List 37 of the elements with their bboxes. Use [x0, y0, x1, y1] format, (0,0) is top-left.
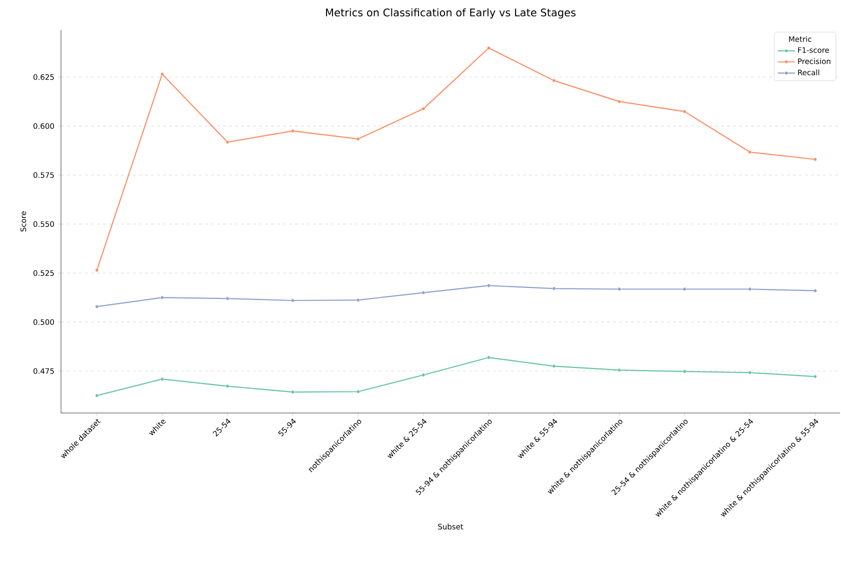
point — [552, 78, 556, 82]
point — [422, 373, 426, 377]
point — [356, 137, 360, 141]
point — [748, 287, 752, 291]
point — [552, 364, 556, 368]
point — [160, 296, 164, 300]
point — [422, 290, 426, 294]
point — [95, 304, 99, 308]
point — [486, 284, 490, 288]
point — [618, 100, 622, 104]
point — [291, 129, 295, 133]
point — [813, 158, 817, 162]
point — [422, 107, 426, 111]
point — [682, 110, 686, 114]
point — [552, 286, 556, 290]
point — [618, 368, 622, 372]
point — [682, 287, 686, 291]
point — [291, 390, 295, 394]
point — [813, 288, 817, 292]
point — [226, 296, 230, 300]
point — [486, 356, 490, 360]
chart-title: Metrics on Classification of Early vs Late Stages — [326, 8, 576, 18]
point — [291, 298, 295, 302]
point — [682, 370, 686, 374]
point — [356, 390, 360, 394]
point — [813, 374, 817, 378]
point — [486, 46, 490, 50]
point — [226, 140, 230, 144]
point — [226, 384, 230, 388]
point — [618, 287, 622, 291]
point — [356, 298, 360, 302]
point — [95, 394, 99, 398]
point — [748, 370, 752, 374]
point — [95, 268, 99, 272]
point — [748, 150, 752, 154]
point — [160, 72, 164, 76]
point — [160, 377, 164, 381]
